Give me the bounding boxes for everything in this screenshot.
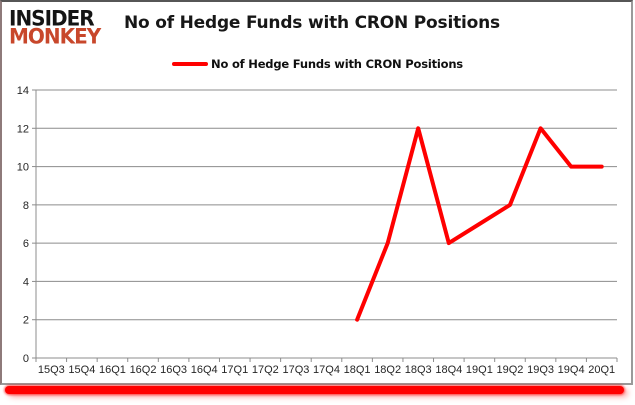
x-tick-label: 16Q1 [99,364,126,376]
logo-line-monkey: MONKEY [9,23,101,49]
x-tick-label: 15Q3 [38,364,65,376]
bottom-red-accent-bar [5,386,624,394]
y-tick-label: 12 [17,123,29,135]
legend-line-swatch [172,62,209,66]
legend-label: No of Hedge Funds with CRON Positions [211,57,463,71]
y-tick-label: 6 [23,238,29,250]
x-tick-label: 18Q2 [374,364,401,376]
chart-card [0,0,633,385]
x-tick-label: 17Q3 [282,364,309,376]
x-tick-label: 18Q1 [344,364,371,376]
x-tick-label: 19Q2 [497,364,524,376]
x-tick-label: 17Q1 [221,364,248,376]
insider-monkey-logo: INSIDER MONKEY [9,5,121,49]
y-tick-label: 8 [23,200,29,212]
y-tick-label: 2 [23,315,29,327]
x-tick-label: 19Q1 [466,364,493,376]
y-tick-label: 10 [17,162,29,174]
y-tick-label: 0 [23,353,29,365]
x-tick-label: 20Q1 [588,364,615,376]
x-tick-label: 17Q4 [313,364,340,376]
x-tick-label: 15Q4 [68,364,95,376]
y-tick-label: 4 [23,276,29,288]
logo-line-insider: INSIDER [9,5,95,31]
x-tick-label: 18Q4 [435,364,462,376]
x-tick-label: 19Q3 [527,364,554,376]
x-tick-label: 16Q2 [130,364,157,376]
y-tick-label: 14 [17,85,29,97]
x-tick-label: 19Q4 [558,364,585,376]
x-tick-label: 18Q3 [405,364,432,376]
x-tick-label: 16Q4 [191,364,218,376]
chart-title: No of Hedge Funds with CRON Positions [124,13,500,33]
legend: No of Hedge Funds with CRON Positions [0,57,635,71]
series-line [355,126,604,322]
x-tick-label: 16Q3 [160,364,187,376]
x-tick-label: 17Q2 [252,364,279,376]
